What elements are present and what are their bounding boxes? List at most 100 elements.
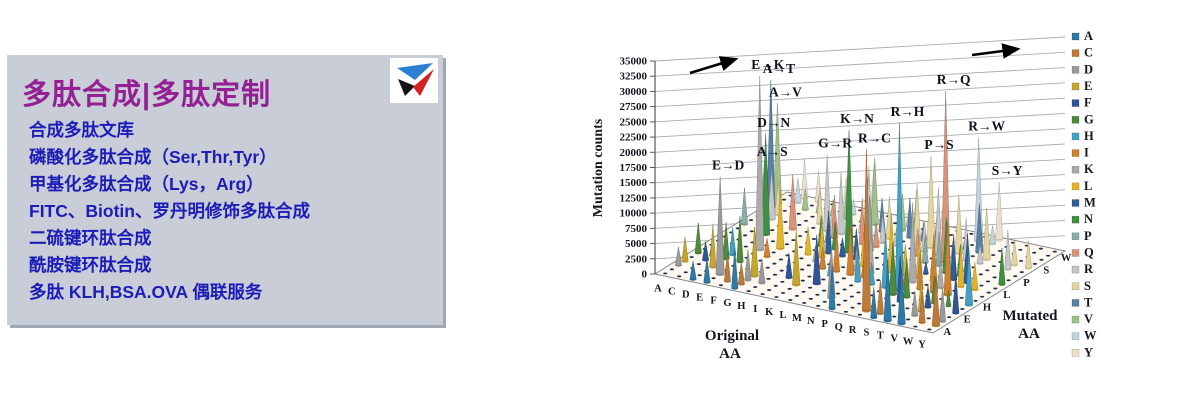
legend-swatch	[1071, 332, 1080, 340]
cone-Q-P	[921, 235, 929, 264]
svg-text:A: A	[944, 327, 952, 338]
legend-item-M: M	[1071, 196, 1096, 210]
svg-text:H: H	[983, 302, 991, 313]
svg-text:S: S	[864, 328, 870, 339]
legend-swatch	[1071, 49, 1080, 57]
svg-text:I: I	[1084, 146, 1089, 160]
svg-text:E→D: E→D	[712, 158, 745, 173]
direction-arrow-left	[689, 56, 739, 75]
cone-K-E	[792, 229, 801, 287]
svg-text:12500: 12500	[620, 192, 648, 204]
legend-swatch	[1071, 299, 1080, 307]
svg-text:E: E	[696, 292, 703, 303]
svg-text:17500: 17500	[620, 162, 648, 174]
legend-swatch	[1071, 165, 1080, 174]
svg-text:R: R	[1084, 262, 1094, 276]
cone-Y-F	[952, 273, 960, 315]
legend-swatch	[1071, 349, 1080, 357]
service-item[interactable]: 甲基化多肽合成（Lys，Arg）	[29, 174, 264, 194]
svg-text:S→Y: S→Y	[992, 163, 1023, 178]
svg-text:P: P	[822, 319, 829, 330]
service-item[interactable]: FITC、Biotin、罗丹明修饰多肽合成	[29, 201, 310, 221]
legend-swatch	[1071, 182, 1080, 191]
legend-item-D: D	[1071, 62, 1093, 76]
cone-L-I	[833, 231, 840, 273]
svg-text:G: G	[1084, 112, 1094, 126]
svg-text:AA: AA	[1018, 326, 1040, 342]
cone-A-D	[674, 246, 682, 267]
svg-text:W: W	[1084, 329, 1097, 343]
cone-R-C	[862, 149, 871, 313]
legend-item-W: W	[1071, 329, 1097, 343]
svg-text:22500: 22500	[620, 132, 648, 144]
cone-S-Y	[995, 181, 1004, 242]
triangle-brand-icon	[397, 63, 434, 96]
svg-text:E→K: E→K	[751, 57, 785, 72]
cone-T-S	[982, 207, 991, 261]
svg-text:Mutation counts: Mutation counts	[591, 118, 606, 217]
svg-text:30000: 30000	[620, 86, 648, 98]
svg-text:K: K	[765, 307, 774, 318]
svg-text:L: L	[780, 310, 787, 321]
svg-text:I: I	[753, 304, 757, 315]
service-item[interactable]: 二硫键环肽合成	[29, 228, 152, 248]
service-item[interactable]: 多肽 KLH,BSA.OVA 偶联服务	[29, 282, 263, 302]
service-list: 合成多肽文库磷酸化多肽合成（Ser,Thr,Tyr） 甲基化多肽合成（Lys，Ar…	[29, 117, 310, 306]
legend-item-Y: Y	[1071, 345, 1093, 359]
cone-N-H	[854, 247, 862, 283]
svg-text:V: V	[890, 334, 898, 345]
cone-A-P	[741, 187, 748, 226]
svg-text:5000: 5000	[625, 238, 648, 250]
svg-text:27500: 27500	[620, 101, 648, 113]
cone-F-I	[763, 238, 771, 258]
svg-text:R→C: R→C	[858, 130, 891, 145]
svg-text:K: K	[1084, 162, 1094, 176]
cone-A-E	[681, 236, 689, 263]
svg-text:D: D	[682, 289, 690, 300]
cone-G-A	[731, 248, 739, 290]
cone-D-V	[801, 188, 809, 212]
panel-title: 多肽合成|多肽定制	[22, 79, 272, 111]
svg-text:25000: 25000	[620, 116, 648, 128]
legend-swatch	[1071, 82, 1080, 91]
cone-H-L	[804, 226, 812, 256]
cone-C-R	[767, 170, 776, 221]
cone-E-A	[703, 257, 711, 284]
svg-text:T: T	[1084, 295, 1093, 309]
svg-text:D→N: D→N	[757, 115, 790, 130]
service-item[interactable]: 磷酸化多肽合成（Ser,Thr,Tyr）	[29, 147, 277, 167]
svg-text:H: H	[737, 301, 745, 312]
legend-swatch	[1071, 32, 1080, 41]
mutated-aa-axis-labels: A E H L P S W	[944, 253, 1072, 338]
svg-text:A→V: A→V	[769, 84, 802, 99]
cone-G-D	[744, 249, 752, 282]
svg-text:G: G	[723, 298, 731, 309]
svg-text:10000: 10000	[620, 208, 648, 220]
legend-swatch	[1071, 132, 1080, 141]
cone-T-M	[950, 233, 958, 282]
cone-A-G	[694, 222, 702, 255]
cone-P-A	[828, 266, 836, 311]
cone-K-M	[838, 237, 846, 258]
service-item[interactable]: 酰胺键环肽合成	[29, 255, 152, 275]
legend-swatch	[1071, 265, 1080, 274]
cone-S-W	[989, 225, 997, 246]
service-item[interactable]: 合成多肽文库	[29, 120, 134, 140]
cone-G-R	[823, 154, 832, 233]
legend-item-V: V	[1071, 312, 1093, 326]
svg-text:C: C	[1084, 46, 1093, 60]
svg-text:M: M	[792, 313, 802, 324]
svg-text:M: M	[1084, 196, 1096, 210]
svg-text:L: L	[1084, 179, 1092, 193]
cone-W-G	[945, 290, 952, 308]
cone-V-L	[957, 244, 965, 289]
cone-V-D	[911, 290, 919, 317]
cone-Y-N	[998, 247, 1006, 286]
svg-text:T: T	[877, 331, 884, 342]
legend-item-A: A	[1071, 29, 1093, 43]
cone-D-A	[689, 261, 697, 281]
promo-panel: 多肽合成|多肽定制 合成多肽文库磷酸化多肽合成（Ser,Thr,Tyr） 甲基化多…	[7, 55, 443, 325]
cone-V-A	[897, 268, 906, 326]
